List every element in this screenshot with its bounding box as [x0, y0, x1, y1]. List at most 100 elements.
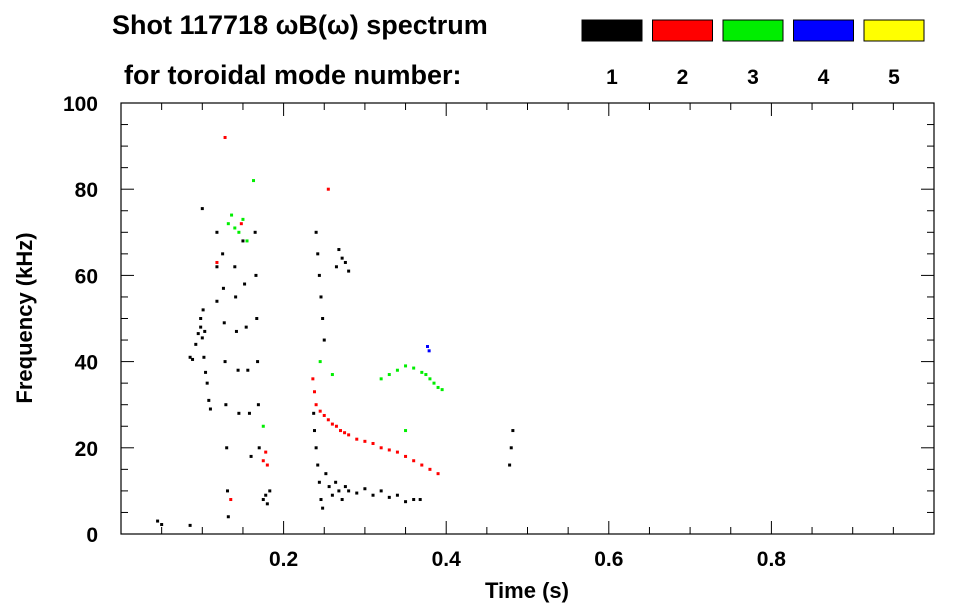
- data-point-mode-1: [324, 472, 328, 476]
- data-point-mode-2: [239, 222, 243, 226]
- data-point-mode-1: [508, 463, 512, 467]
- data-point-mode-3: [420, 370, 424, 374]
- data-point-mode-1: [208, 407, 212, 411]
- data-point-mode-1: [199, 325, 203, 329]
- data-point-mode-1: [234, 295, 238, 299]
- data-point-mode-1: [327, 485, 331, 489]
- data-point-mode-2: [334, 424, 338, 428]
- data-point-mode-1: [249, 454, 253, 458]
- x-tick-label: 0.6: [594, 548, 623, 571]
- y-tick-label: 100: [63, 93, 98, 116]
- data-point-mode-3: [226, 222, 230, 226]
- data-point-mode-1: [347, 489, 351, 493]
- legend-label-mode-4: 4: [818, 66, 830, 89]
- data-point-mode-3: [424, 373, 428, 377]
- data-point-mode-2: [330, 422, 334, 426]
- data-point-mode-1: [255, 317, 259, 320]
- data-point-mode-1: [205, 381, 209, 385]
- data-point-mode-3: [395, 368, 399, 372]
- data-point-mode-1: [202, 355, 206, 359]
- data-point-mode-3: [432, 381, 436, 385]
- data-point-mode-1: [234, 329, 238, 333]
- x-tick-label: 0.2: [269, 548, 298, 571]
- data-point-mode-2: [314, 403, 318, 407]
- data-point-mode-1: [337, 248, 341, 252]
- data-point-mode-2: [379, 446, 383, 450]
- data-point-mode-1: [247, 411, 251, 415]
- data-point-mode-1: [215, 230, 219, 234]
- data-point-mode-1: [319, 295, 323, 299]
- data-point-mode-2: [265, 463, 269, 467]
- data-point-mode-1: [268, 489, 272, 493]
- x-tick-label: 0.8: [757, 548, 787, 571]
- y-axis-label: Frequency (kHz): [12, 232, 37, 403]
- data-point-mode-3: [404, 429, 408, 433]
- data-point-mode-1: [321, 317, 325, 320]
- y-tick-label: 60: [75, 265, 98, 288]
- data-point-mode-1: [265, 502, 269, 506]
- data-point-mode-1: [244, 325, 248, 329]
- data-point-mode-1: [314, 230, 318, 234]
- data-point-mode-1: [254, 273, 258, 277]
- data-point-mode-1: [264, 493, 268, 497]
- data-point-mode-3: [436, 385, 440, 389]
- data-point-mode-1: [226, 515, 230, 519]
- data-point-mode-2: [404, 454, 408, 458]
- data-point-mode-4: [426, 345, 430, 349]
- data-point-mode-1: [203, 329, 207, 333]
- y-tick-label: 0: [86, 524, 98, 547]
- data-point-mode-1: [312, 411, 316, 415]
- data-point-mode-1: [317, 273, 321, 277]
- data-point-mode-1: [355, 491, 359, 495]
- data-point-mode-1: [340, 256, 344, 260]
- data-point-mode-1: [334, 480, 338, 484]
- y-tick-label: 80: [75, 179, 98, 202]
- legend-swatch-mode-3: [722, 19, 784, 42]
- data-point-mode-2: [339, 429, 343, 433]
- data-point-mode-3: [318, 360, 322, 364]
- legend-label-mode-1: 1: [606, 66, 618, 89]
- data-point-mode-1: [371, 493, 375, 497]
- y-axis-ticks: 0 20 40 60 80 100: [63, 93, 934, 547]
- data-point-mode-1: [241, 239, 245, 243]
- data-point-mode-1: [224, 403, 228, 407]
- data-point-mode-2: [412, 459, 416, 463]
- data-point-mode-1: [379, 489, 383, 493]
- data-point-mode-3: [245, 239, 249, 243]
- data-point-mode-2: [215, 260, 219, 264]
- data-point-mode-2: [326, 418, 330, 422]
- data-point-mode-2: [322, 413, 326, 417]
- data-point-mode-1: [221, 286, 225, 290]
- data-point-mode-1: [188, 355, 192, 359]
- data-point-mode-2: [311, 377, 315, 381]
- chart-title-line1: Shot 117718 ωB(ω) spectrum: [112, 10, 488, 40]
- data-point-mode-3: [230, 213, 234, 217]
- data-point-mode-1: [200, 207, 204, 211]
- data-point-mode-3: [252, 179, 256, 183]
- data-point-mode-1: [257, 446, 261, 450]
- data-point-mode-3: [233, 226, 237, 230]
- data-point-mode-1: [343, 260, 347, 264]
- data-point-mode-1: [404, 500, 408, 504]
- data-point-mode-2: [264, 450, 268, 454]
- data-point-mode-1: [201, 308, 205, 312]
- data-point-mode-2: [347, 433, 351, 437]
- data-point-mode-1: [194, 342, 198, 346]
- data-point-mode-1: [253, 230, 257, 234]
- data-point-mode-4: [427, 349, 431, 353]
- data-point-mode-2: [223, 135, 227, 139]
- data-point-mode-1: [196, 332, 200, 336]
- data-point-mode-3: [237, 230, 241, 234]
- data-point-mode-1: [226, 489, 230, 493]
- data-point-mode-3: [261, 424, 265, 428]
- data-point-mode-1: [337, 489, 341, 493]
- data-point-mode-1: [225, 446, 229, 450]
- legend: 1 2 3 4 5: [581, 19, 925, 89]
- data-point-mode-3: [379, 377, 383, 381]
- data-point-mode-2: [343, 431, 347, 435]
- data-point-mode-1: [200, 336, 204, 340]
- data-point-mode-2: [436, 472, 440, 476]
- data-point-mode-2: [420, 463, 424, 467]
- data-point-mode-1: [387, 495, 391, 499]
- data-point-mode-3: [241, 217, 245, 221]
